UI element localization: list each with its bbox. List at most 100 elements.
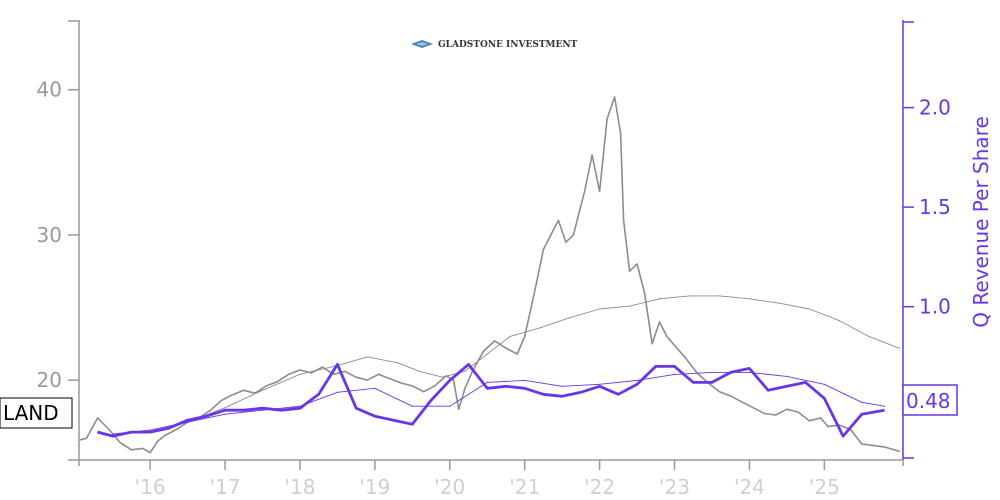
- price-line-point: [108, 428, 110, 431]
- price-line-point: [623, 219, 625, 221]
- price-moving-average-line-point: [838, 320, 840, 322]
- price-line-point: [310, 372, 312, 374]
- x-axis-ticks: '16 '17 '18 '19 '20 '21 '22 '23 '24 '25: [78, 460, 904, 499]
- x-tick-label: '21: [509, 475, 540, 499]
- price-line-point: [164, 434, 166, 436]
- last-value-text: 0.48: [906, 389, 951, 413]
- price-line-point: [389, 378, 391, 380]
- revenue-moving-average-line-point: [673, 373, 676, 375]
- revenue-line-point: [861, 413, 863, 415]
- price-line-point: [232, 394, 234, 396]
- revenue-moving-average-line-point: [411, 405, 413, 407]
- ticker-label: LAND: [0, 397, 73, 429]
- revenue-moving-average-line-point: [486, 381, 488, 383]
- price-line-point: [741, 401, 743, 403]
- revenue-line-point: [711, 381, 713, 383]
- revenue-moving-average-line-group: [112, 371, 885, 435]
- price-line-point: [636, 263, 638, 265]
- revenue-line-point: [561, 395, 563, 397]
- revenue-line-point: [655, 365, 657, 367]
- revenue-line-point: [883, 409, 885, 411]
- revenue-line-point: [580, 391, 582, 393]
- revenue-line: [97, 362, 885, 438]
- price-moving-average-line-point: [419, 370, 421, 372]
- price-moving-average-line-point: [629, 305, 631, 307]
- right-axis-label: Q Revenue Per Share: [969, 116, 993, 328]
- price-moving-average-line-point: [224, 407, 226, 409]
- price-line-point: [464, 388, 466, 390]
- price-line-point: [629, 270, 631, 272]
- price-line-point: [898, 450, 900, 452]
- price-line-point: [175, 428, 177, 431]
- price-moving-average-line-point: [396, 362, 398, 364]
- price-moving-average-line-point: [599, 308, 601, 310]
- price-line-point: [775, 414, 777, 416]
- price-moving-average-line-point: [261, 389, 264, 391]
- price-line-point: [516, 353, 518, 355]
- x-tick-label: '16: [135, 475, 166, 499]
- revenue-line-point: [636, 383, 638, 385]
- revenue-line-point: [149, 431, 151, 433]
- revenue-line-point: [842, 435, 844, 437]
- price-line-point: [666, 336, 668, 338]
- price-line-point: [550, 234, 552, 236]
- price-moving-average-line-point: [748, 298, 751, 300]
- price-line-point: [584, 190, 586, 192]
- revenue-line-point: [486, 387, 488, 389]
- revenue-line-point: [430, 399, 432, 401]
- price-line-point: [730, 395, 732, 397]
- revenue-line-point: [449, 379, 451, 381]
- price-moving-average-line: [150, 295, 900, 433]
- left-tick-label: 20: [37, 368, 62, 392]
- price-moving-average-line-point: [658, 298, 661, 300]
- price-moving-average-line-point: [539, 327, 541, 329]
- price-line-point: [149, 452, 151, 454]
- price-line-point: [458, 408, 460, 410]
- price-line-point: [861, 443, 863, 445]
- right-axis-ticks: 1.0 1.5 2.0: [903, 21, 951, 459]
- price-line-point: [673, 344, 676, 346]
- revenue-moving-average-line-point: [861, 401, 863, 403]
- price-line-point: [423, 391, 425, 393]
- price-line-point: [557, 219, 560, 221]
- price-line-point: [494, 340, 496, 342]
- price-moving-average-line-point: [688, 295, 691, 297]
- price-line-point: [505, 347, 507, 349]
- price-line-point: [85, 437, 88, 439]
- ticker-label-text: LAND: [3, 401, 59, 425]
- company-logo: GLADSTONE INVESTMENT: [411, 40, 578, 50]
- revenue-line-point: [393, 419, 395, 421]
- revenue-line-point: [205, 415, 207, 417]
- left-tick-label: 30: [37, 223, 62, 247]
- revenue-line-point: [187, 419, 189, 421]
- ticker-label-box: [0, 397, 73, 429]
- price-moving-average-line-point: [464, 370, 466, 372]
- price-line-point: [321, 366, 324, 368]
- revenue-line-point: [617, 393, 619, 395]
- price-line-point: [614, 96, 616, 98]
- price-line-point: [718, 391, 721, 393]
- price-line-group: [79, 96, 900, 454]
- right-tick-label: 1.0: [919, 295, 951, 319]
- price-line-point: [265, 385, 267, 387]
- revenue-line-point: [599, 385, 601, 387]
- revenue-line-point: [542, 393, 545, 395]
- revenue-line-point: [261, 407, 264, 409]
- price-line: [79, 96, 900, 454]
- last-value-box: [902, 384, 958, 416]
- revenue-line-point: [805, 381, 807, 383]
- right-tick-label: 2.0: [919, 96, 951, 120]
- revenue-line-point: [823, 397, 825, 399]
- price-line-point: [400, 382, 402, 384]
- revenue-moving-average-line-point: [823, 383, 825, 385]
- price-moving-average-line-point: [299, 373, 301, 375]
- x-tick-label: '22: [584, 475, 615, 499]
- revenue-line-point: [673, 365, 676, 367]
- price-line-point: [130, 449, 132, 451]
- price-line-point: [157, 440, 159, 442]
- price-line-point: [872, 444, 874, 447]
- price-moving-average-line-point: [569, 317, 571, 319]
- price-line-point: [651, 343, 653, 345]
- revenue-line-point: [336, 363, 338, 365]
